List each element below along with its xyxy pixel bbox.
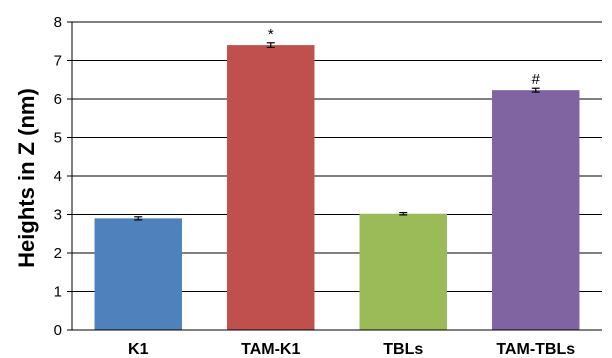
bar-tam-k1: [227, 45, 315, 330]
significance-marker: *: [268, 26, 274, 43]
bars: [94, 45, 580, 331]
y-tick-label: 4: [54, 168, 62, 185]
y-tick-label: 5: [54, 130, 62, 147]
y-tick-label: 0: [54, 322, 62, 339]
bar-tam-tbls: [492, 90, 580, 331]
y-axis-title: Heights in Z (nm): [14, 88, 39, 268]
x-category-labels: K1 TAM-K1 TBLs TAM-TBLs: [128, 341, 575, 358]
y-tick-label: 1: [54, 284, 62, 301]
significance-annotations: *#: [268, 26, 541, 88]
y-tick-label: 6: [54, 91, 62, 108]
x-category-label: TBLs: [383, 341, 423, 358]
y-tick-labels: 0 1 2 3 4 5 6 7 8: [54, 14, 62, 339]
y-tick-label: 2: [54, 245, 62, 262]
x-category-label: K1: [128, 341, 149, 358]
y-tick-label: 3: [54, 207, 62, 224]
error-bars: [134, 42, 540, 221]
y-tick-label: 7: [54, 53, 62, 70]
y-tick-label: 8: [54, 14, 62, 31]
axes: [67, 21, 602, 331]
x-category-label: TAM-TBLs: [496, 341, 575, 358]
bar-tbls: [359, 213, 447, 330]
bar-k1: [94, 218, 182, 330]
significance-marker: #: [532, 71, 541, 88]
x-category-label: TAM-K1: [241, 341, 300, 358]
